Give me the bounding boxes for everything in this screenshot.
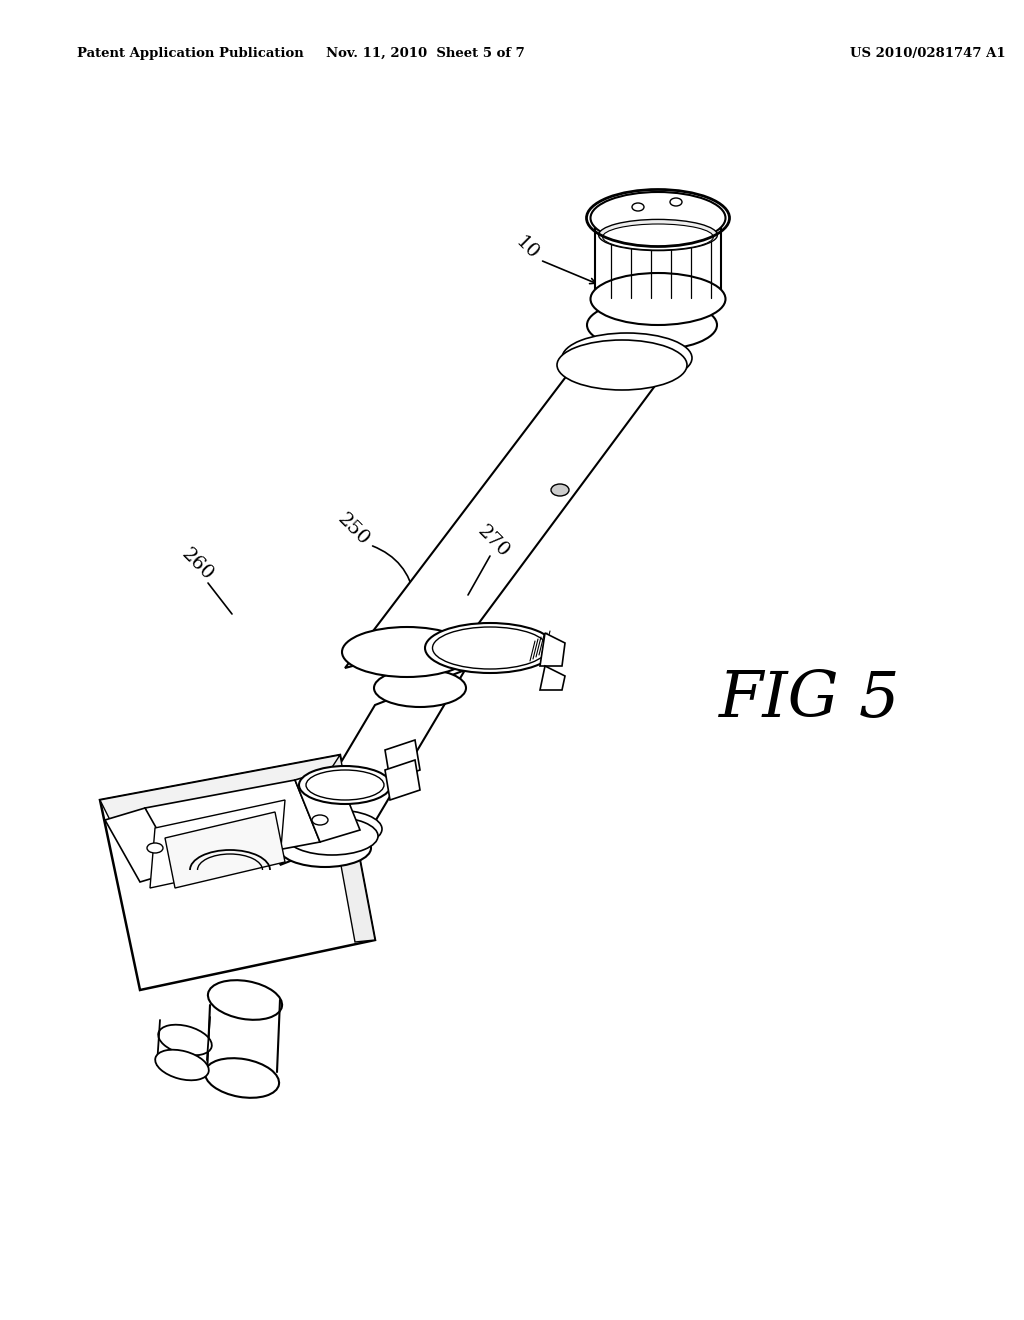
Ellipse shape	[299, 766, 391, 804]
Ellipse shape	[670, 198, 682, 206]
Polygon shape	[385, 741, 420, 780]
Ellipse shape	[205, 1059, 280, 1098]
Ellipse shape	[290, 810, 382, 847]
Ellipse shape	[603, 224, 714, 249]
Polygon shape	[595, 214, 721, 304]
Ellipse shape	[587, 300, 717, 350]
Polygon shape	[325, 755, 375, 942]
Text: FIG 5: FIG 5	[719, 669, 901, 731]
Polygon shape	[165, 812, 285, 888]
Text: 260: 260	[177, 545, 216, 585]
Polygon shape	[105, 808, 180, 882]
Text: Patent Application Publication: Patent Application Publication	[77, 46, 303, 59]
Ellipse shape	[591, 191, 725, 244]
Ellipse shape	[591, 273, 725, 325]
Text: 10: 10	[512, 232, 542, 263]
Polygon shape	[540, 667, 565, 690]
Polygon shape	[385, 760, 420, 800]
Text: 270: 270	[473, 523, 512, 561]
Ellipse shape	[562, 333, 692, 383]
Polygon shape	[540, 634, 565, 667]
Ellipse shape	[432, 627, 548, 669]
Ellipse shape	[551, 484, 569, 496]
Polygon shape	[100, 755, 340, 820]
Ellipse shape	[312, 814, 328, 825]
Text: US 2010/0281747 A1: US 2010/0281747 A1	[850, 46, 1006, 59]
Ellipse shape	[279, 829, 371, 867]
Ellipse shape	[286, 817, 378, 855]
Polygon shape	[345, 305, 715, 668]
Text: 250: 250	[334, 511, 373, 549]
Polygon shape	[145, 780, 319, 870]
Ellipse shape	[425, 623, 555, 673]
Ellipse shape	[306, 770, 384, 800]
Ellipse shape	[208, 981, 282, 1020]
Ellipse shape	[342, 627, 472, 677]
Polygon shape	[280, 671, 465, 865]
Text: Nov. 11, 2010  Sheet 5 of 7: Nov. 11, 2010 Sheet 5 of 7	[326, 46, 524, 59]
Ellipse shape	[632, 203, 644, 211]
Ellipse shape	[158, 1024, 212, 1055]
Ellipse shape	[147, 843, 163, 853]
Polygon shape	[100, 755, 375, 990]
Ellipse shape	[156, 1049, 209, 1080]
Polygon shape	[150, 800, 285, 888]
Ellipse shape	[557, 341, 687, 389]
Ellipse shape	[374, 669, 466, 708]
Ellipse shape	[599, 219, 718, 251]
Polygon shape	[295, 768, 360, 842]
